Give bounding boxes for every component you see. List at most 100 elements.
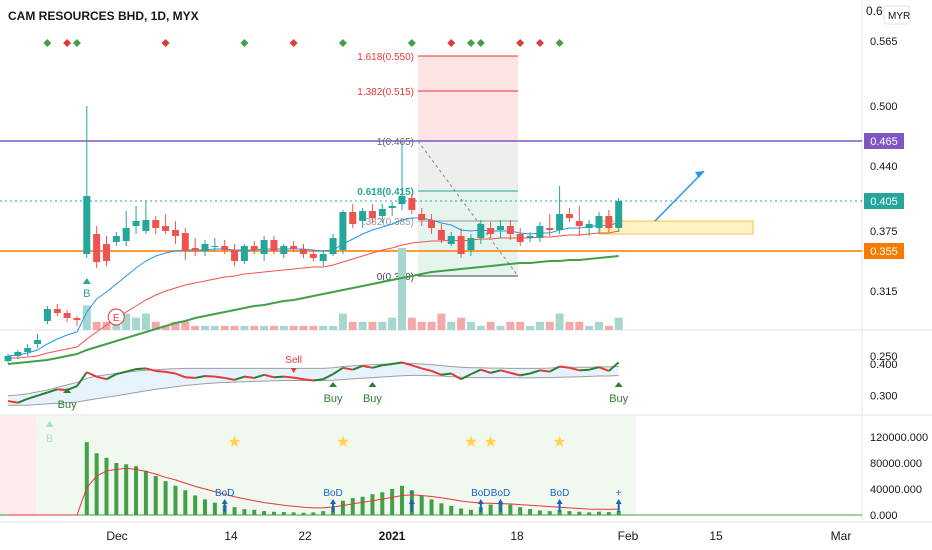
volume-bar (210, 325, 219, 330)
hist-marker-label: BoD (471, 488, 490, 499)
osc-line-segment (204, 375, 215, 378)
osc-line-segment (214, 375, 225, 379)
osc-line-segment (76, 371, 88, 387)
candle-body (280, 246, 288, 254)
osc-buy-arrow (614, 382, 623, 387)
candle-body (546, 228, 554, 230)
osc-line-segment (283, 375, 294, 379)
hist-marker-arrow (221, 499, 228, 512)
candle-body (408, 198, 416, 210)
candle-body (181, 233, 189, 250)
time-tick-label: Dec (106, 529, 127, 543)
hist-bar (350, 498, 355, 515)
hist-bar (606, 512, 611, 515)
hist-bar (400, 485, 404, 515)
volume-bar (82, 305, 91, 330)
osc-line-segment (27, 394, 38, 400)
price-tick-label: 0.250 (870, 351, 898, 363)
signal-marker (516, 39, 525, 47)
hist-bar (183, 490, 188, 515)
time-tick-label: Feb (618, 529, 639, 543)
star-icon: ★ (464, 434, 478, 451)
osc-line-segment (185, 376, 196, 379)
candle-body (349, 212, 357, 224)
volume-bar (417, 321, 426, 330)
signal-marker (466, 39, 475, 47)
price-level-badge-label: 0.465 (870, 136, 898, 148)
osc-line-segment (588, 366, 600, 371)
osc-buy-label: Buy (363, 393, 382, 405)
osc-line-segment (470, 368, 482, 376)
osc-line-segment (569, 366, 580, 372)
candle-body (319, 254, 327, 261)
volume-bar (122, 313, 131, 330)
hist-marker-label: + (409, 488, 415, 499)
osc-line-segment (401, 361, 413, 367)
volume-bar (535, 321, 544, 330)
volume-bar (555, 313, 564, 330)
candle-body (240, 246, 248, 261)
osc-line-segment (66, 385, 78, 391)
projection-arrow-head (695, 171, 704, 178)
osc-line-segment (263, 373, 275, 379)
osc-line-segment (372, 364, 383, 369)
hist-bar (449, 505, 454, 515)
volume-bar (279, 325, 288, 330)
star-icon: ★ (336, 434, 350, 451)
candle-body (162, 226, 170, 231)
buy-signal-label: B (83, 288, 90, 300)
volume-bar (466, 321, 475, 330)
hist-marker-arrow (477, 499, 484, 512)
price-tick-label: 0.375 (870, 226, 898, 238)
fib-trend-line (417, 140, 519, 277)
candle-body (477, 224, 485, 238)
osc-line-segment (86, 371, 98, 378)
osc-line-segment (608, 361, 620, 372)
signal-marker (289, 39, 298, 47)
buy-signal-arrow (82, 278, 91, 284)
price-tick-label: 0.315 (870, 286, 898, 298)
candle-body (63, 313, 71, 318)
candle-body (122, 228, 130, 241)
osc-line-segment (352, 364, 363, 371)
currency-badge[interactable] (883, 5, 911, 25)
volume-bar (161, 325, 170, 330)
osc-line-segment (382, 363, 393, 367)
volume-bar (102, 321, 111, 330)
osc-line-segment (135, 367, 146, 371)
hist-bar (114, 463, 119, 515)
chart-title: CAM RESOURCES BHD, 1D, MYX (8, 9, 199, 23)
osc-line-segment (313, 378, 324, 382)
candle-body (83, 196, 91, 254)
candle-body (447, 236, 455, 244)
hist-bar (232, 507, 237, 515)
candle-body (605, 216, 613, 228)
osc-line-segment (244, 375, 255, 379)
hist-marker-arrow (408, 499, 415, 512)
fib-zone-middle (418, 141, 518, 191)
hist-bg-red (0, 416, 36, 516)
volume-bar (506, 321, 515, 330)
osc-line-segment (165, 370, 176, 375)
signal-marker (240, 39, 249, 47)
candle-body (615, 201, 623, 228)
volume-bar (614, 317, 623, 330)
candle-body (93, 234, 101, 262)
volume-bar (309, 325, 318, 330)
candle-body (152, 220, 160, 228)
hist-bar (528, 509, 533, 515)
volume-bar (338, 313, 347, 330)
osc-line-segment (224, 376, 235, 381)
osc-line-segment (332, 366, 344, 375)
hist-bar (429, 499, 434, 515)
hist-bar (577, 511, 582, 515)
candle-body (103, 244, 110, 261)
candle-body (368, 211, 376, 218)
currency-label: MYR (888, 11, 910, 22)
hist-bar (439, 503, 444, 515)
candle-body (595, 216, 603, 228)
volume-bar (476, 325, 485, 330)
hist-bar (380, 492, 385, 515)
time-tick-label: 14 (224, 529, 238, 543)
